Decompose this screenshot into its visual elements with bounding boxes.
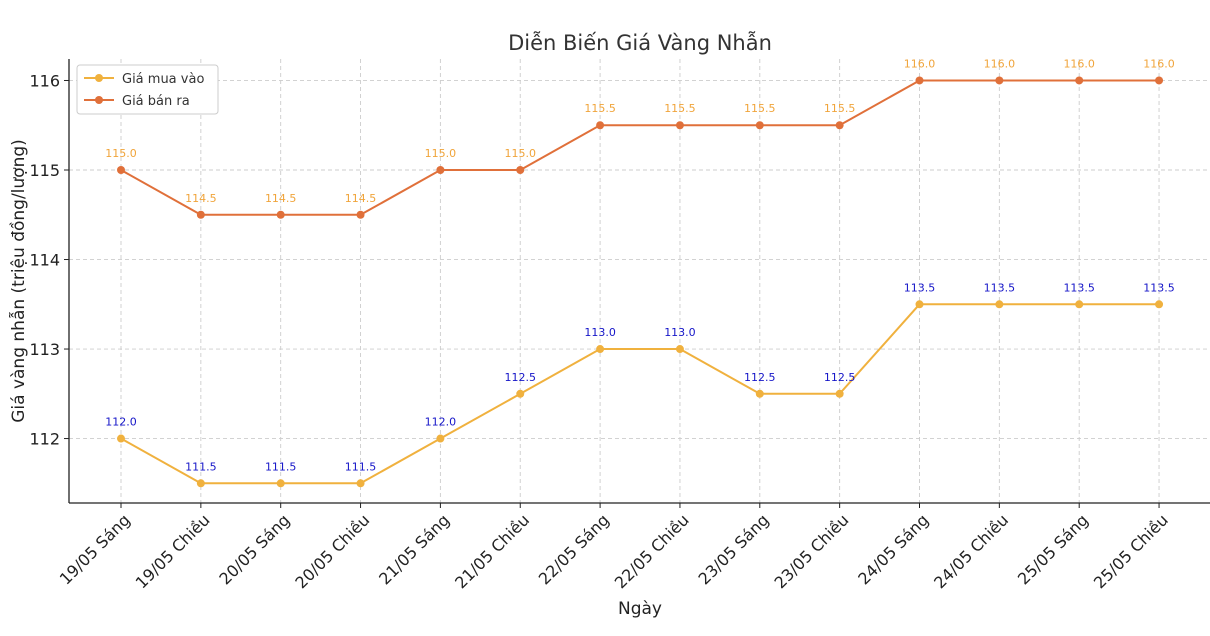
data-label-1: 116.0 xyxy=(984,57,1016,70)
x-tick-label: 19/05 Chiều xyxy=(132,510,214,592)
series-line-0 xyxy=(120,303,1159,485)
data-labels: 112.0 111.5 111.5 111.5 112.0 112.5 113.0 113.0… xyxy=(105,57,1175,473)
data-label-1: 115.5 xyxy=(824,102,856,115)
data-label-1: 115.5 xyxy=(744,102,776,115)
y-ticks: 112 113 114 115 116 xyxy=(29,71,69,449)
data-label-0: 113.5 xyxy=(1063,281,1095,294)
data-point-0 xyxy=(196,479,205,488)
x-tick-label: 25/05 Sáng xyxy=(1014,510,1092,588)
data-label-1: 115.0 xyxy=(105,147,137,160)
legend-label-sell: Giá bán ra xyxy=(122,94,190,109)
x-tick-label: 20/05 Chiều xyxy=(291,510,373,592)
data-point-0 xyxy=(835,389,844,398)
data-point-1 xyxy=(1075,76,1084,85)
data-label-0: 111.5 xyxy=(265,460,297,473)
data-label-1: 114.5 xyxy=(345,192,377,205)
y-tick-label: 112 xyxy=(29,430,60,449)
legend-marker-sell xyxy=(95,96,103,104)
y-tick-label: 114 xyxy=(29,251,60,270)
x-axis-label: Ngày xyxy=(618,599,662,619)
data-point-0 xyxy=(1155,300,1164,309)
data-point-1 xyxy=(835,121,844,130)
data-label-1: 115.5 xyxy=(584,102,616,115)
x-tick-label: 23/05 Sáng xyxy=(695,510,773,588)
chart-title: Diễn Biến Giá Vàng Nhẫn xyxy=(508,30,772,55)
y-axis-label: Giá vàng nhẫn (triệu đồng/lượng) xyxy=(8,139,29,423)
x-tick-label: 22/05 Sáng xyxy=(535,510,613,588)
x-tick-label: 24/05 Chiều xyxy=(930,510,1012,592)
data-point-1 xyxy=(356,210,365,219)
data-point-1 xyxy=(995,76,1004,85)
legend-label-buy: Giá mua vào xyxy=(122,72,204,87)
data-point-1 xyxy=(915,76,924,85)
data-label-0: 112.0 xyxy=(425,416,457,429)
data-label-0: 112.5 xyxy=(505,371,537,384)
data-point-1 xyxy=(1155,76,1164,85)
data-label-0: 111.5 xyxy=(185,460,217,473)
data-label-0: 113.5 xyxy=(1143,281,1175,294)
series-line-1 xyxy=(120,79,1159,216)
data-point-0 xyxy=(755,389,764,398)
data-label-0: 113.5 xyxy=(904,281,936,294)
data-point-1 xyxy=(596,121,605,130)
data-point-0 xyxy=(436,434,445,443)
data-label-1: 116.0 xyxy=(904,57,936,70)
data-label-1: 115.5 xyxy=(664,102,696,115)
data-label-1: 115.0 xyxy=(425,147,457,160)
data-point-0 xyxy=(276,479,285,488)
x-tick-label: 21/05 Chiều xyxy=(451,510,533,592)
legend: Giá mua vào Giá bán ra xyxy=(76,64,219,115)
data-label-1: 116.0 xyxy=(1143,57,1175,70)
x-tick-label: 20/05 Sáng xyxy=(215,510,293,588)
y-tick-label: 113 xyxy=(29,340,60,359)
data-label-1: 114.5 xyxy=(265,192,297,205)
data-point-1 xyxy=(117,166,125,174)
data-label-0: 113.0 xyxy=(584,326,616,339)
data-point-0 xyxy=(675,345,684,354)
data-label-0: 112.5 xyxy=(744,371,776,384)
data-point-0 xyxy=(915,300,924,309)
data-label-0: 111.5 xyxy=(345,460,377,473)
data-label-0: 113.0 xyxy=(664,326,696,339)
data-point-1 xyxy=(675,121,684,130)
data-point-0 xyxy=(1075,300,1084,309)
x-tick-label: 23/05 Chiều xyxy=(770,510,852,592)
x-tick-label: 21/05 Sáng xyxy=(375,510,453,588)
x-tick-label: 22/05 Chiều xyxy=(611,510,693,592)
data-label-0: 112.0 xyxy=(105,416,137,429)
x-tick-label: 25/05 Chiều xyxy=(1090,510,1172,592)
data-point-1 xyxy=(276,210,285,219)
data-point-1 xyxy=(196,210,205,219)
data-label-1: 116.0 xyxy=(1063,57,1095,70)
data-point-1 xyxy=(516,166,525,174)
data-point-0 xyxy=(117,434,125,443)
x-tick-label: 19/05 Sáng xyxy=(56,510,134,588)
data-label-0: 112.5 xyxy=(824,371,856,384)
data-point-0 xyxy=(356,479,365,488)
y-tick-label: 115 xyxy=(29,161,60,180)
data-point-0 xyxy=(596,345,605,354)
data-point-0 xyxy=(516,389,525,398)
data-label-1: 115.0 xyxy=(505,147,537,160)
data-label-0: 113.5 xyxy=(984,281,1016,294)
y-tick-label: 116 xyxy=(29,71,60,90)
data-point-1 xyxy=(755,121,764,130)
data-label-1: 114.5 xyxy=(185,192,217,205)
axes xyxy=(68,59,1210,504)
data-point-0 xyxy=(995,300,1004,309)
data-point-1 xyxy=(436,166,445,174)
x-tick-label: 24/05 Sáng xyxy=(854,510,932,588)
series xyxy=(117,76,1164,488)
legend-marker-buy xyxy=(95,74,103,82)
